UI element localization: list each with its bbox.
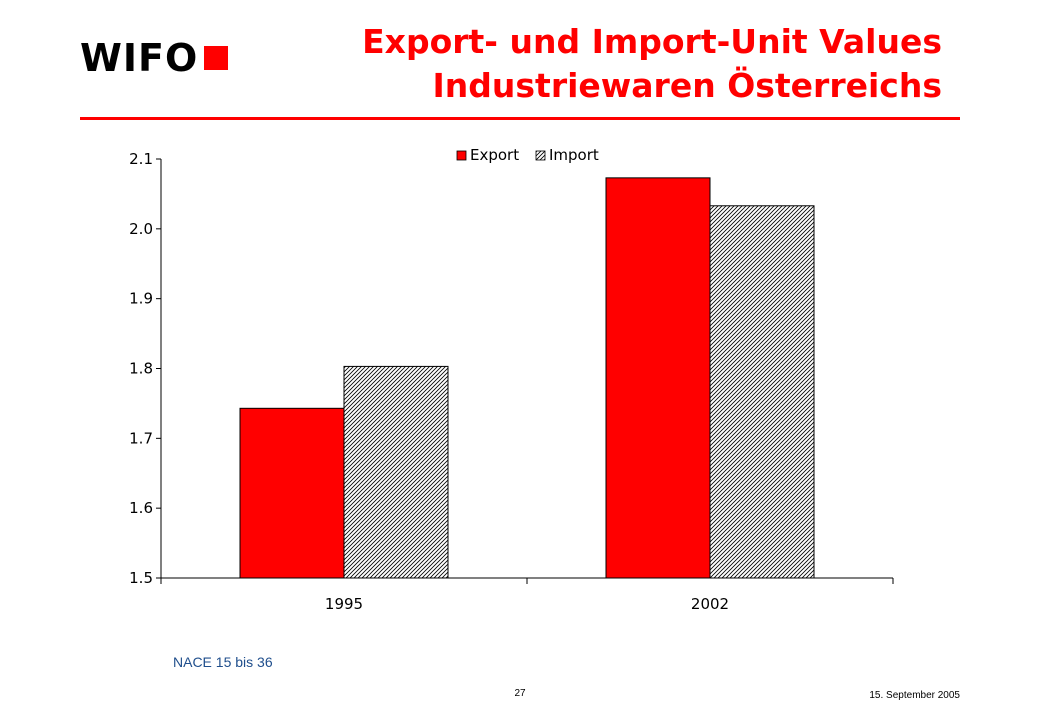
legend-label-export: Export xyxy=(470,146,519,164)
bar-import-2002 xyxy=(709,205,815,579)
y-tick-label: 1.8 xyxy=(129,360,153,378)
x-tick-label: 2002 xyxy=(691,595,729,613)
y-tick-label: 1.5 xyxy=(129,569,153,587)
slide-title: Export- und Import-Unit Values Industrie… xyxy=(362,20,942,108)
bar-export-2002 xyxy=(605,177,711,579)
x-tick-label: 1995 xyxy=(325,595,363,613)
logo-square-icon xyxy=(204,46,229,70)
y-tick-label: 1.9 xyxy=(129,290,153,308)
y-tick-label: 1.6 xyxy=(129,499,153,517)
title-line-1: Export- und Import-Unit Values xyxy=(362,22,942,61)
y-tick-label: 1.7 xyxy=(129,429,153,447)
bar-export-1995 xyxy=(239,407,345,579)
bar-import-1995 xyxy=(343,365,449,579)
wifo-logo: WIFO xyxy=(80,38,232,78)
legend-swatch-export xyxy=(456,150,467,161)
footer-date: 15. September 2005 xyxy=(869,690,960,701)
legend-swatch-import xyxy=(535,150,546,161)
logo-text: WIFO xyxy=(80,36,199,80)
page-number: 27 xyxy=(514,688,526,699)
y-tick-label: 2.0 xyxy=(129,220,153,238)
legend-label-import: Import xyxy=(549,146,599,164)
footnote-nace: NACE 15 bis 36 xyxy=(173,654,273,670)
y-tick-label: 2.1 xyxy=(129,150,153,168)
title-line-2: Industriewaren Österreichs xyxy=(432,66,942,105)
title-divider xyxy=(80,117,960,120)
